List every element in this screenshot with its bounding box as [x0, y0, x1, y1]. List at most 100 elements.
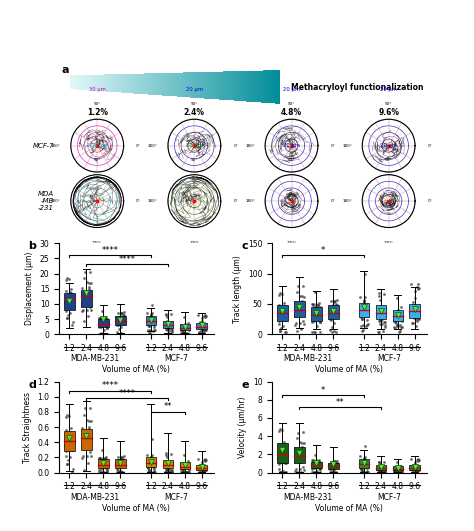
Point: [375, 466, 383, 475]
Point: [200, 327, 208, 335]
Point: [275, 465, 283, 473]
Point: [178, 330, 185, 338]
Point: [331, 461, 338, 469]
Bar: [163, 321, 173, 328]
Point: [180, 313, 188, 322]
Point: [97, 316, 104, 324]
Point: [398, 468, 406, 477]
Polygon shape: [242, 71, 244, 101]
Point: [380, 463, 388, 472]
Point: [146, 456, 154, 465]
Point: [79, 424, 86, 433]
Point: [114, 453, 121, 461]
Point: [280, 442, 288, 451]
Point: [398, 313, 406, 321]
Text: MDA
-MB
-231: MDA -MB -231: [38, 191, 54, 211]
Point: [166, 458, 173, 466]
Point: [62, 451, 70, 460]
Point: [115, 468, 122, 476]
Point: [177, 323, 184, 332]
Bar: [98, 459, 109, 468]
Point: [87, 417, 94, 425]
Polygon shape: [175, 73, 177, 97]
Point: [182, 459, 190, 468]
Point: [202, 456, 210, 465]
Point: [168, 468, 175, 476]
Point: [150, 468, 158, 476]
Point: [117, 317, 125, 326]
Point: [146, 468, 154, 476]
Point: [198, 457, 206, 466]
Point: [162, 310, 170, 318]
Point: [115, 317, 122, 326]
Point: [78, 307, 86, 315]
Point: [381, 468, 388, 477]
Point: [143, 451, 151, 459]
Point: [393, 468, 401, 477]
Bar: [180, 462, 190, 469]
Point: [163, 319, 170, 328]
Point: [198, 314, 206, 322]
Point: [333, 463, 341, 471]
Point: [328, 306, 336, 314]
Point: [182, 459, 189, 467]
Point: [292, 444, 299, 453]
Polygon shape: [129, 74, 131, 93]
Point: [113, 465, 120, 473]
Point: [397, 327, 404, 335]
Point: [412, 463, 420, 471]
Point: [299, 456, 307, 464]
Point: [164, 313, 171, 322]
Point: [299, 297, 306, 305]
Polygon shape: [169, 73, 171, 96]
Point: [333, 462, 341, 470]
Point: [183, 330, 191, 338]
Point: [410, 309, 418, 318]
Polygon shape: [152, 73, 154, 95]
Point: [315, 456, 323, 464]
Point: [145, 468, 152, 476]
Text: *: *: [321, 246, 325, 255]
Point: [100, 319, 108, 328]
Point: [120, 307, 128, 316]
Point: [292, 298, 299, 306]
Point: [276, 327, 283, 335]
Point: [62, 276, 69, 284]
Point: [358, 466, 366, 474]
Bar: [146, 457, 156, 467]
Point: [362, 468, 370, 476]
Point: [333, 301, 341, 309]
Point: [398, 303, 405, 311]
Point: [182, 468, 190, 476]
Point: [310, 463, 318, 471]
Point: [66, 288, 73, 296]
Text: MDA-MB-231: MDA-MB-231: [283, 493, 332, 502]
Point: [96, 323, 103, 332]
Point: [364, 466, 371, 475]
Point: [67, 424, 74, 432]
Point: [376, 320, 383, 328]
Point: [97, 465, 104, 473]
Point: [358, 468, 365, 476]
Point: [360, 455, 367, 463]
Point: [333, 309, 341, 317]
Point: [150, 319, 157, 328]
Polygon shape: [210, 72, 213, 99]
Point: [85, 428, 93, 436]
Point: [146, 326, 154, 334]
Point: [395, 464, 403, 472]
Point: [199, 466, 207, 475]
Point: [86, 448, 94, 457]
Point: [167, 449, 175, 458]
Point: [78, 442, 86, 451]
Point: [163, 326, 171, 335]
Title: 20 μm: 20 μm: [283, 143, 300, 148]
Point: [379, 327, 387, 335]
Polygon shape: [231, 71, 234, 100]
Point: [63, 303, 70, 312]
Point: [333, 459, 341, 467]
Point: [375, 317, 383, 326]
Point: [410, 466, 418, 475]
Point: [364, 302, 372, 311]
Polygon shape: [100, 74, 102, 91]
